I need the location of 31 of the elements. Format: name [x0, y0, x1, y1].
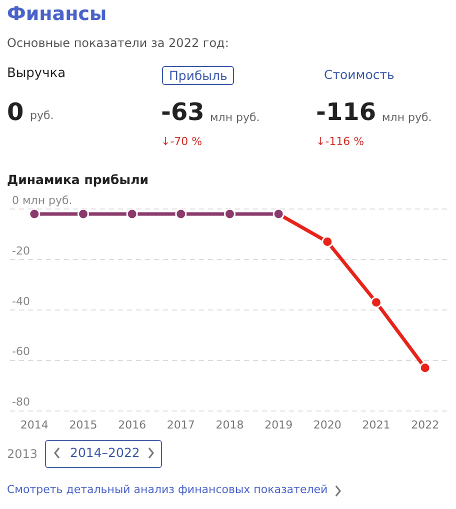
text: Финансы — [7, 3, 107, 25]
y-tick-label: -80 — [12, 396, 30, 409]
text: ↓-70 % — [161, 135, 202, 148]
text: млн руб. — [210, 111, 260, 124]
x-tick-label: 2022 — [411, 418, 440, 432]
text: 0 — [7, 98, 24, 126]
text: 2013 — [7, 447, 38, 461]
x-tick-label: 2019 — [264, 418, 293, 432]
text: Прибыль — [162, 66, 234, 85]
x-tick-label: 2021 — [362, 418, 390, 432]
text: 2014–2022 — [70, 445, 140, 460]
x-tick-label: 2014 — [20, 418, 48, 432]
text: -63 — [161, 98, 204, 126]
y-tick-label: -60 — [12, 345, 30, 358]
x-tick-label: 2020 — [313, 418, 342, 432]
text: руб. — [30, 109, 54, 122]
y-tick-label: -40 — [12, 294, 30, 308]
text: ↓-116 % — [316, 135, 364, 148]
text: Основные показатели за 2022 год: — [7, 36, 229, 50]
text: Смотреть детальный анализ финансовых показателей — [7, 483, 328, 496]
text: Стоимость — [324, 67, 394, 82]
text: -116 — [316, 98, 376, 126]
x-tick-label: 2016 — [118, 418, 146, 432]
x-tick-label: 2017 — [166, 418, 195, 432]
text: Выручка — [7, 66, 66, 81]
text: млн руб. — [382, 111, 432, 124]
chart-title: Динамика прибыли — [7, 172, 148, 187]
y-tick-label: 0 млн руб. — [12, 194, 72, 207]
x-tick-label: 2015 — [69, 418, 98, 432]
x-tick-label: 2018 — [216, 418, 244, 432]
y-tick-label: -20 — [12, 244, 30, 258]
